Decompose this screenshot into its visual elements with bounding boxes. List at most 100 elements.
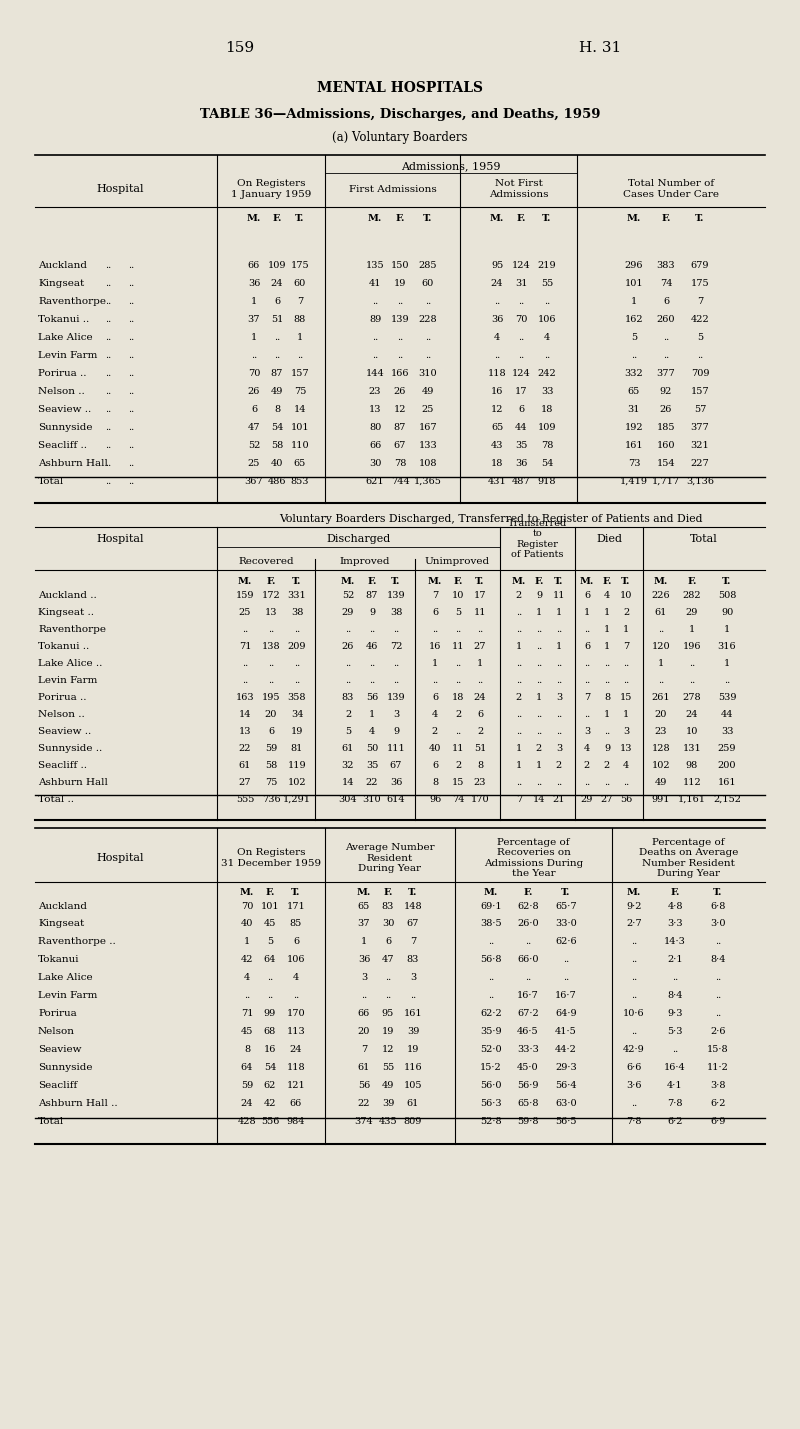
Text: ..: .. [397, 296, 403, 306]
Text: 226: 226 [652, 590, 670, 600]
Text: 42·9: 42·9 [623, 1046, 645, 1055]
Text: ..: .. [658, 676, 664, 684]
Text: ..: .. [556, 710, 562, 719]
Text: 56: 56 [366, 693, 378, 702]
Text: ..: .. [516, 624, 522, 633]
Text: ..: .. [345, 676, 351, 684]
Text: 2: 2 [623, 607, 629, 616]
Text: 6: 6 [432, 607, 438, 616]
Text: ..: .. [128, 350, 134, 360]
Text: 43: 43 [490, 440, 503, 450]
Text: 159: 159 [226, 41, 254, 54]
Text: 172: 172 [262, 590, 280, 600]
Text: 310: 310 [362, 795, 382, 803]
Text: 539: 539 [718, 693, 736, 702]
Text: 9·3: 9·3 [667, 1009, 682, 1019]
Text: 69·1: 69·1 [480, 902, 502, 910]
Text: 62: 62 [264, 1082, 276, 1090]
Text: ..: .. [432, 676, 438, 684]
Text: 367: 367 [245, 476, 263, 486]
Text: 61: 61 [239, 760, 251, 769]
Text: 6: 6 [432, 693, 438, 702]
Text: Transferred
to
Register
of Patients: Transferred to Register of Patients [508, 519, 567, 559]
Text: 487: 487 [512, 476, 530, 486]
Text: ..: .. [525, 973, 531, 983]
Text: 37: 37 [358, 919, 370, 929]
Text: ..: .. [294, 624, 300, 633]
Text: 128: 128 [652, 743, 670, 753]
Text: 7: 7 [361, 1046, 367, 1055]
Text: 3: 3 [556, 743, 562, 753]
Text: 10: 10 [620, 590, 632, 600]
Text: ..: .. [105, 423, 111, 432]
Text: 163: 163 [236, 693, 254, 702]
Text: 102: 102 [652, 760, 670, 769]
Text: 7: 7 [297, 296, 303, 306]
Text: 26: 26 [248, 386, 260, 396]
Text: 435: 435 [378, 1117, 398, 1126]
Text: 26: 26 [342, 642, 354, 650]
Text: ..: .. [432, 624, 438, 633]
Text: 56·9: 56·9 [518, 1082, 538, 1090]
Text: 27: 27 [601, 795, 614, 803]
Text: 56: 56 [620, 795, 632, 803]
Text: ..: .. [128, 440, 134, 450]
Text: 148: 148 [404, 902, 422, 910]
Text: Auckland ..: Auckland .. [38, 590, 97, 600]
Text: 23: 23 [474, 777, 486, 786]
Text: Ashburn Hall: Ashburn Hall [38, 459, 108, 467]
Text: ..: .. [128, 476, 134, 486]
Text: 6: 6 [274, 296, 280, 306]
Text: ..: .. [631, 973, 637, 983]
Text: 16: 16 [491, 386, 503, 396]
Text: 38: 38 [291, 607, 303, 616]
Text: ..: .. [556, 624, 562, 633]
Text: Improved: Improved [340, 556, 390, 566]
Text: 70: 70 [241, 902, 253, 910]
Text: 13: 13 [369, 404, 382, 413]
Text: 12: 12 [394, 404, 406, 413]
Text: 4: 4 [432, 710, 438, 719]
Text: 96: 96 [429, 795, 441, 803]
Text: M.: M. [357, 887, 371, 896]
Text: 7: 7 [410, 937, 416, 946]
Text: 65·7: 65·7 [555, 902, 577, 910]
Text: 83: 83 [342, 693, 354, 702]
Text: 78: 78 [394, 459, 406, 467]
Text: M.: M. [428, 576, 442, 586]
Text: 55: 55 [541, 279, 553, 287]
Text: 1: 1 [556, 642, 562, 650]
Text: T.: T. [622, 576, 630, 586]
Text: 73: 73 [628, 459, 640, 467]
Text: 3: 3 [556, 693, 562, 702]
Text: 38·5: 38·5 [480, 919, 502, 929]
Text: 8·4: 8·4 [710, 956, 726, 965]
Text: 296: 296 [625, 260, 643, 270]
Text: 24: 24 [290, 1046, 302, 1055]
Text: ..: .. [105, 333, 111, 342]
Text: Tokanui ..: Tokanui .. [38, 642, 90, 650]
Text: Levin Farm: Levin Farm [38, 992, 98, 1000]
Text: 1: 1 [536, 693, 542, 702]
Text: 170: 170 [470, 795, 490, 803]
Text: ..: .. [724, 676, 730, 684]
Text: 3: 3 [393, 710, 399, 719]
Text: M.: M. [247, 213, 261, 223]
Text: ..: .. [385, 992, 391, 1000]
Text: Nelson ..: Nelson .. [38, 710, 85, 719]
Text: ..: .. [369, 676, 375, 684]
Text: 67: 67 [407, 919, 419, 929]
Text: Lake Alice: Lake Alice [38, 333, 93, 342]
Text: 2·1: 2·1 [667, 956, 683, 965]
Text: Auckland: Auckland [38, 902, 87, 910]
Text: 679: 679 [690, 260, 710, 270]
Text: 49: 49 [422, 386, 434, 396]
Text: ..: .. [297, 350, 303, 360]
Text: 7: 7 [697, 296, 703, 306]
Text: ..: .. [494, 296, 500, 306]
Text: ..: .. [128, 333, 134, 342]
Text: T.: T. [295, 213, 305, 223]
Text: 51: 51 [474, 743, 486, 753]
Text: ..: .. [544, 296, 550, 306]
Text: 65: 65 [491, 423, 503, 432]
